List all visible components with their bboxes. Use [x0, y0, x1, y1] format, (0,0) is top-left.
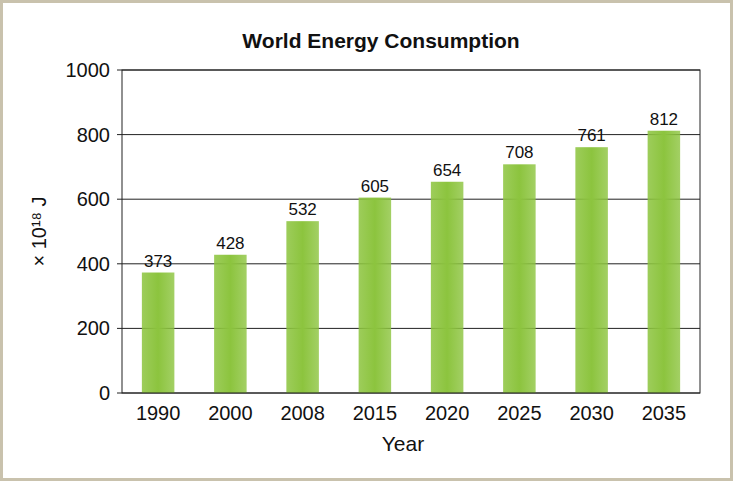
data-label: 428: [216, 234, 244, 253]
y-tick-label: 400: [77, 253, 110, 275]
y-tick: [117, 70, 122, 71]
y-tick-label: 200: [77, 317, 110, 339]
x-tick-label: 2035: [642, 402, 687, 424]
x-tick-label: 2020: [425, 402, 470, 424]
data-label: 605: [361, 177, 389, 196]
data-label: 761: [577, 126, 605, 145]
data-label: 812: [650, 110, 678, 129]
y-tick-label: 800: [77, 124, 110, 146]
y-tick: [117, 263, 122, 264]
bar: [142, 273, 175, 393]
y-tick: [117, 199, 122, 200]
bar: [359, 198, 392, 393]
y-tick-label: 600: [77, 188, 110, 210]
bar: [648, 131, 681, 393]
y-tick: [117, 328, 122, 329]
x-tick-label: 1990: [136, 402, 181, 424]
data-label: 708: [505, 143, 533, 162]
x-tick-label: 2000: [208, 402, 253, 424]
y-tick: [117, 393, 122, 394]
bar: [503, 164, 536, 393]
data-label: 373: [144, 252, 172, 271]
bars: [142, 131, 680, 393]
bar: [575, 147, 608, 393]
y-tick: [117, 134, 122, 135]
x-tick-label: 2015: [353, 402, 398, 424]
chart: 0 200 400 600 800 1000 373 428 532 605 654 708 761 81…: [0, 0, 733, 481]
figure-frame: [2, 2, 732, 480]
x-tick-label: 2030: [569, 402, 614, 424]
x-tick-label: 2025: [497, 402, 542, 424]
x-tick-label: 2008: [280, 402, 325, 424]
y-tick-label: 1000: [66, 59, 111, 81]
bar: [286, 221, 319, 393]
grid-line: [122, 328, 700, 329]
grid-line: [122, 199, 700, 200]
bar: [214, 255, 247, 393]
grid-line: [122, 134, 700, 135]
grid-line: [122, 263, 700, 264]
x-axis-label: Year: [382, 432, 424, 455]
data-label: 532: [288, 200, 316, 219]
title: World Energy Consumption: [242, 29, 519, 52]
data-label: 654: [433, 161, 461, 180]
y-axis-label: × 10¹⁸ J: [28, 196, 50, 266]
plot-frame: [122, 70, 700, 393]
bar: [431, 182, 464, 393]
y-tick-label: 0: [99, 382, 110, 404]
